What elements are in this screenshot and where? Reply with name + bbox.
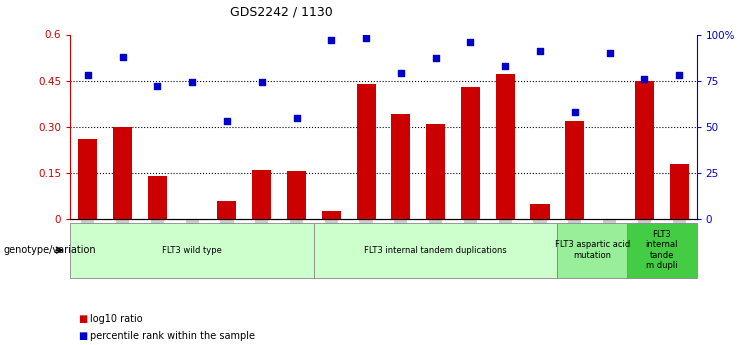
Point	[499, 63, 511, 69]
Point	[116, 54, 128, 59]
Text: percentile rank within the sample: percentile rank within the sample	[90, 332, 256, 341]
Bar	[147, 176, 167, 219]
Point	[151, 83, 163, 89]
Point	[534, 48, 546, 54]
Point	[360, 36, 372, 41]
Bar	[461, 87, 480, 219]
Bar	[496, 75, 515, 219]
Text: GDS2242 / 1130: GDS2242 / 1130	[230, 5, 333, 18]
Bar	[217, 201, 236, 219]
Bar	[426, 124, 445, 219]
Text: ■: ■	[78, 332, 87, 341]
Bar	[322, 211, 341, 219]
Bar	[113, 127, 132, 219]
Bar	[356, 84, 376, 219]
Point	[569, 109, 581, 115]
Text: ■: ■	[78, 314, 87, 324]
Point	[465, 39, 476, 45]
Bar	[670, 164, 688, 219]
Text: FLT3 internal tandem duplications: FLT3 internal tandem duplications	[365, 246, 507, 255]
Text: FLT3 aspartic acid
mutation: FLT3 aspartic acid mutation	[554, 240, 630, 260]
Bar	[565, 121, 585, 219]
Text: genotype/variation: genotype/variation	[4, 245, 96, 255]
Text: FLT3
internal
tande
m dupli: FLT3 internal tande m dupli	[645, 230, 678, 270]
Point	[325, 37, 337, 43]
Point	[604, 50, 616, 56]
Bar	[531, 204, 550, 219]
Bar	[391, 115, 411, 219]
Point	[221, 118, 233, 124]
Text: log10 ratio: log10 ratio	[90, 314, 143, 324]
Point	[290, 115, 302, 120]
Point	[256, 80, 268, 85]
Bar	[635, 81, 654, 219]
Bar	[79, 139, 97, 219]
Point	[186, 80, 198, 85]
Bar	[287, 171, 306, 219]
Text: FLT3 wild type: FLT3 wild type	[162, 246, 222, 255]
Point	[395, 70, 407, 76]
Bar	[252, 170, 271, 219]
Point	[430, 56, 442, 61]
Point	[674, 72, 685, 78]
Point	[82, 72, 93, 78]
Point	[639, 76, 651, 81]
